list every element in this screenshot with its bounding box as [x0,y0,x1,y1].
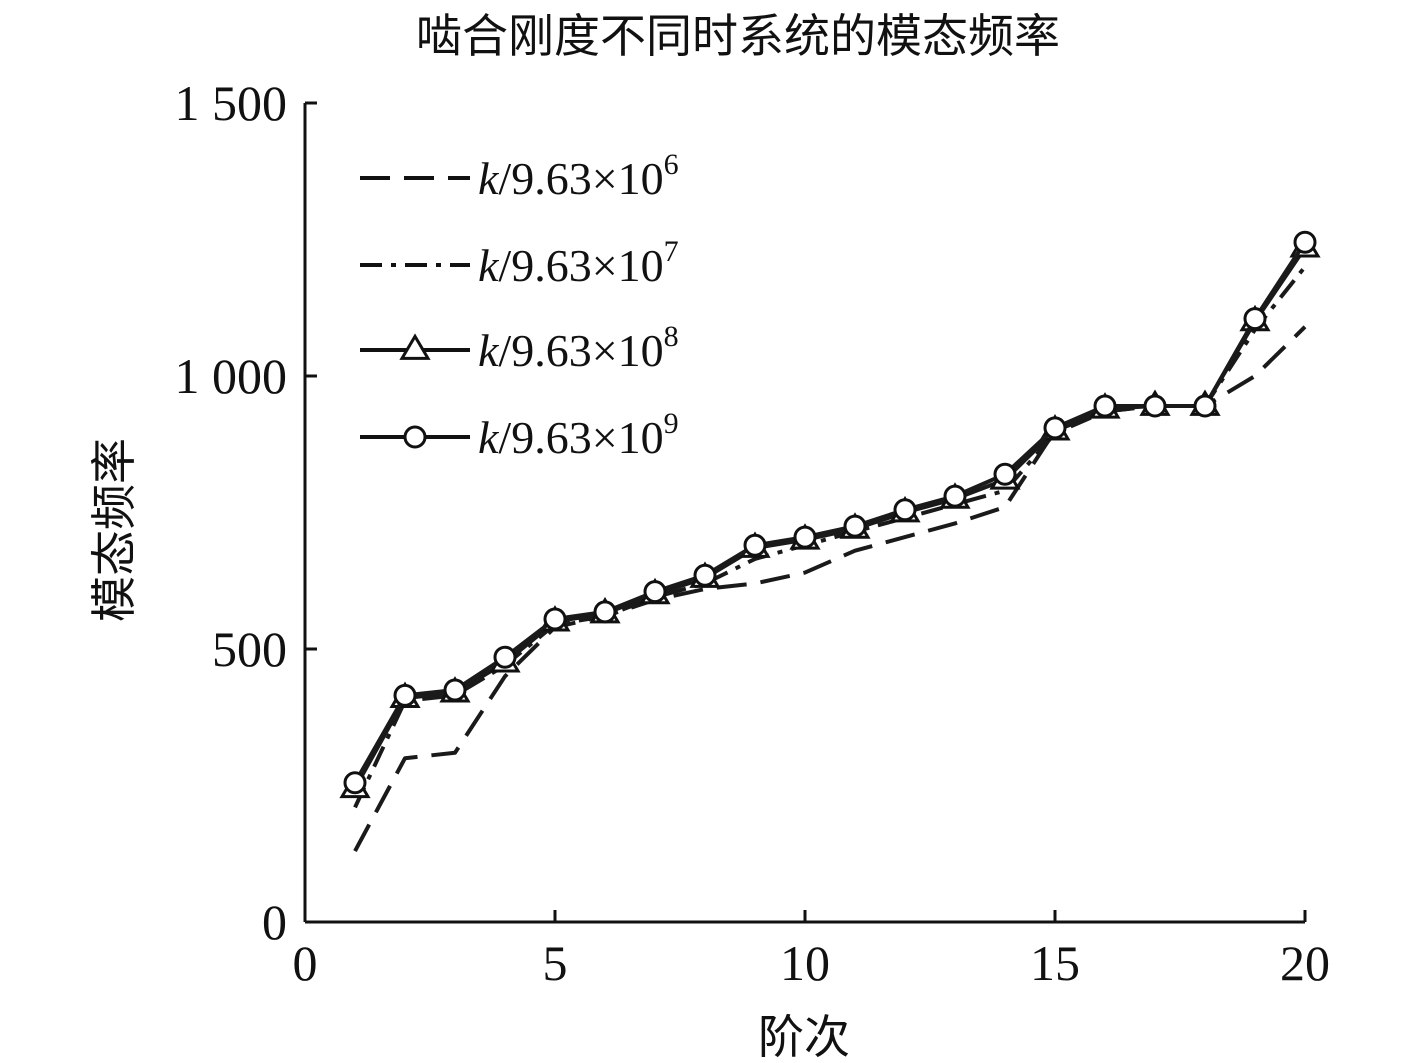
y-tick-label: 1 000 [175,348,288,404]
circle-marker [793,525,817,549]
x-tick-label: 15 [1030,935,1080,991]
axes: 0 500 1 000 1 500 0 5 10 15 20 [175,75,1331,991]
legend-label: k/9.63×106 [478,148,679,204]
y-tick-label: 500 [212,621,287,677]
y-tick-label: 0 [262,894,287,950]
circle-marker [893,498,917,522]
x-tick-label: 5 [543,935,568,991]
x-tick-label: 20 [1280,935,1330,991]
x-tick-label: 10 [780,935,830,991]
circle-marker [1143,394,1167,418]
circle-marker [403,425,427,449]
circle-marker [743,533,767,557]
legend-item-2: k/9.63×107 [360,235,679,291]
circle-marker [1093,394,1117,418]
x-tick-label: 0 [293,935,318,991]
circle-marker [643,580,667,604]
legend-item-3: k/9.63×108 [360,320,679,376]
circle-marker [693,563,717,587]
circle-marker [493,645,517,669]
circle-marker [393,683,417,707]
legend-label: k/9.63×109 [478,407,679,463]
circle-marker [1043,416,1067,440]
circle-marker [943,484,967,508]
y-axis-title-group: 模态频率 [87,438,141,622]
circle-marker [993,462,1017,486]
circle-marker [843,514,867,538]
triangle-marker [399,333,431,360]
legend-item-4: k/9.63×109 [360,407,679,463]
series-layer [339,230,1321,852]
circle-marker [543,607,567,631]
y-axis-title: 模态频率 [87,438,141,622]
series-4 [343,230,1317,795]
legend-item-1: k/9.63×106 [360,148,679,204]
circle-marker [1293,230,1317,254]
legend: k/9.63×106 k/9.63×107 k/9.63×108 k/9.63×109 [360,148,679,463]
circle-marker [593,600,617,624]
chart-title: 啮合刚度不同时系统的模态频率 [416,9,1060,63]
legend-label: k/9.63×108 [478,320,679,376]
circle-marker [1243,307,1267,331]
series-line [353,241,1307,784]
circle-marker [1193,394,1217,418]
circle-marker [443,678,467,702]
circle-marker [343,771,367,795]
legend-label: k/9.63×107 [478,235,679,291]
x-axis-title: 阶次 [758,1010,850,1063]
y-tick-label: 1 500 [175,75,288,131]
series-3 [339,231,1321,799]
